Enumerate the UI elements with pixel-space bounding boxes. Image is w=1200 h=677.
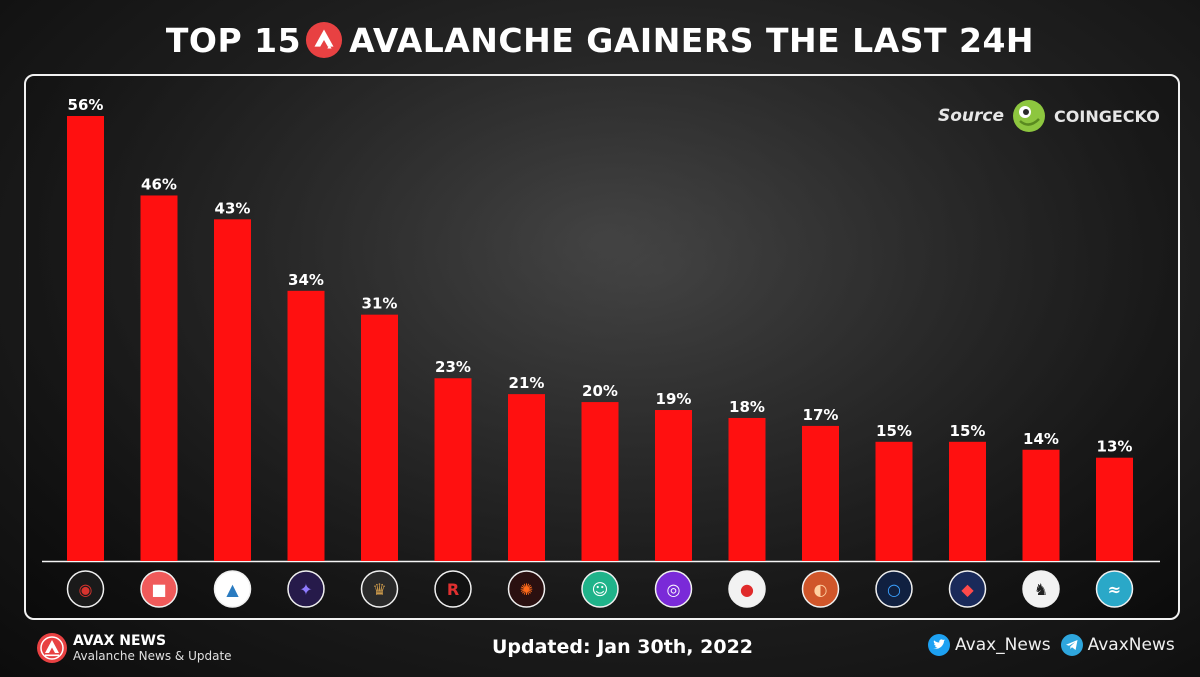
svg-text:■: ■ bbox=[151, 580, 166, 599]
avax-news-logo-icon bbox=[37, 633, 67, 663]
bar-value-label-5: 31% bbox=[362, 295, 398, 313]
bar-4 bbox=[287, 290, 325, 561]
ring-token-icon: ○ bbox=[875, 570, 913, 608]
page-title: TOP 15 AVALANCHE GAINERS THE LAST 24H bbox=[0, 18, 1200, 62]
telegram-icon bbox=[1060, 634, 1083, 656]
bar-13 bbox=[949, 441, 986, 561]
title-prefix: TOP 15 bbox=[165, 20, 302, 60]
bar-value-label-3: 43% bbox=[215, 199, 251, 217]
bar-3 bbox=[214, 219, 251, 561]
racex-token-icon: R bbox=[434, 570, 472, 608]
twitter-icon bbox=[928, 634, 950, 656]
bar-value-label-8: 20% bbox=[582, 382, 618, 400]
wave-token-icon: ≈ bbox=[1095, 570, 1134, 608]
bar-value-label-14: 14% bbox=[1023, 430, 1059, 448]
bar-value-label-6: 23% bbox=[435, 358, 471, 376]
svg-text:◐: ◐ bbox=[814, 580, 828, 599]
svg-text:☺: ☺ bbox=[592, 580, 609, 599]
svg-text:○: ○ bbox=[887, 580, 901, 599]
bar-value-label-9: 19% bbox=[656, 390, 692, 408]
bar-value-label-13: 15% bbox=[950, 422, 986, 440]
svg-text:◎: ◎ bbox=[667, 580, 681, 599]
social-links: Avax_News AvaxNews bbox=[928, 634, 1185, 656]
brand-tagline: Avalanche News & Update bbox=[73, 648, 232, 663]
bar-7 bbox=[508, 394, 545, 561]
crown-token-icon: ♛ bbox=[360, 570, 399, 608]
bar-value-label-2: 46% bbox=[141, 175, 177, 193]
brand-name: AVAX NEWS bbox=[73, 632, 167, 649]
ninja-token-icon: ◉ bbox=[66, 570, 105, 608]
svg-text:≈: ≈ bbox=[1108, 580, 1121, 599]
ghost-token-icon: ☺ bbox=[581, 570, 619, 608]
bar-value-label-7: 21% bbox=[509, 374, 545, 392]
red-creature-token-icon: ● bbox=[728, 570, 766, 608]
bar-5 bbox=[361, 314, 398, 561]
title-suffix: AVALANCHE GAINERS THE LAST 24H bbox=[349, 20, 1035, 60]
twitter-handle: Avax_News bbox=[955, 635, 1051, 655]
bar-value-label-4: 34% bbox=[288, 271, 324, 289]
bar-6 bbox=[434, 378, 472, 561]
coingecko-icon bbox=[1013, 100, 1046, 132]
bar-1 bbox=[67, 116, 104, 561]
svg-text:✦: ✦ bbox=[299, 580, 312, 599]
brand-block: AVAX NEWS Avalanche News & Update bbox=[36, 632, 232, 664]
svg-text:▲: ▲ bbox=[226, 580, 239, 599]
bar-10 bbox=[728, 417, 766, 561]
bar-12 bbox=[875, 441, 913, 561]
svg-text:●: ● bbox=[740, 580, 754, 599]
svg-text:♛: ♛ bbox=[372, 580, 386, 599]
bar-9 bbox=[655, 410, 692, 561]
svg-text:✺: ✺ bbox=[520, 580, 533, 599]
svg-text:◆: ◆ bbox=[961, 580, 974, 599]
bar-value-label-12: 15% bbox=[876, 422, 912, 440]
wand-token-icon: ✦ bbox=[287, 570, 325, 608]
bar-14 bbox=[1022, 449, 1060, 561]
source-label: Source bbox=[938, 106, 1005, 126]
twitter-link[interactable]: Avax_News bbox=[928, 634, 1051, 656]
phoenix-token-icon: ✺ bbox=[507, 570, 546, 608]
bar-value-label-10: 18% bbox=[729, 398, 765, 416]
mountain-token-icon: ▲ bbox=[213, 570, 252, 608]
bar-8 bbox=[581, 402, 619, 561]
bar-value-label-11: 17% bbox=[803, 406, 839, 424]
source-attribution: Source COINGECKO bbox=[938, 98, 1160, 134]
spiral-token-icon: ◎ bbox=[654, 570, 693, 608]
svg-text:R: R bbox=[447, 580, 459, 599]
bar-2 bbox=[140, 195, 178, 561]
bar-11 bbox=[802, 425, 839, 561]
bar-value-label-1: 56% bbox=[68, 96, 104, 114]
avalanche-logo-icon bbox=[306, 21, 343, 59]
svg-text:♞: ♞ bbox=[1034, 580, 1048, 599]
telegram-link[interactable]: AvaxNews bbox=[1060, 634, 1175, 656]
ice-cube-token-icon: ■ bbox=[140, 570, 178, 608]
svg-text:◉: ◉ bbox=[79, 580, 93, 599]
planet-token-icon: ◐ bbox=[801, 570, 840, 608]
source-name: COINGECKO bbox=[1054, 106, 1160, 126]
bar-value-label-15: 13% bbox=[1097, 438, 1133, 456]
bar-15 bbox=[1096, 457, 1133, 561]
cow-token-icon: ♞ bbox=[1022, 570, 1060, 608]
updated-date: Updated: Jan 30th, 2022 bbox=[491, 636, 754, 658]
telegram-handle: AvaxNews bbox=[1087, 635, 1175, 655]
shield-token-icon: ◆ bbox=[948, 570, 987, 608]
